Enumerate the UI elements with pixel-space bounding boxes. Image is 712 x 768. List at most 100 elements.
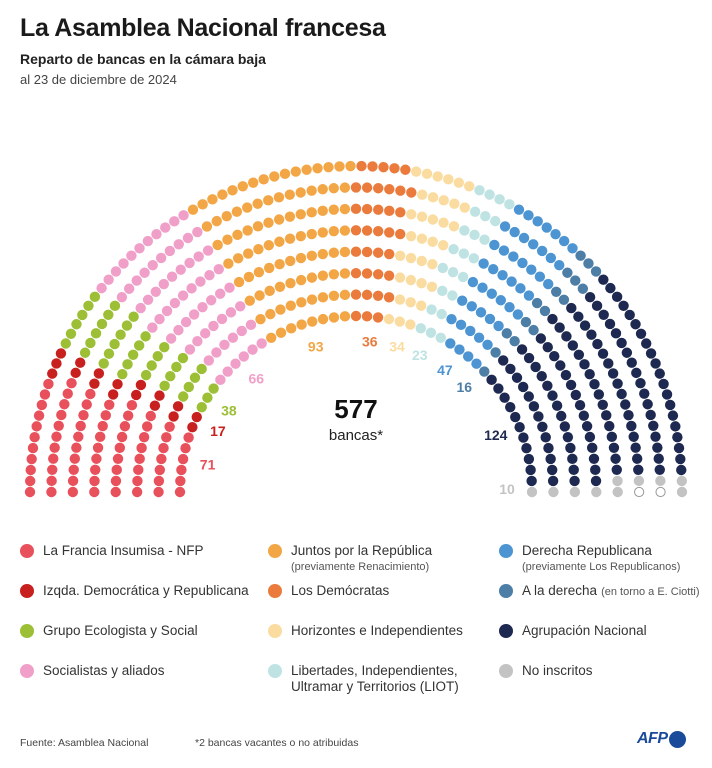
seat-9 xyxy=(583,258,594,269)
seat-10 xyxy=(616,337,627,349)
seat-4 xyxy=(295,274,307,286)
seat-9 xyxy=(562,267,573,278)
seat-10 xyxy=(664,399,676,411)
seat-4 xyxy=(266,332,277,343)
seat-8 xyxy=(457,295,468,306)
seat-2 xyxy=(121,320,133,331)
seat-2 xyxy=(152,351,163,362)
seat-4 xyxy=(201,221,213,232)
seat-5 xyxy=(395,207,406,218)
seat-10 xyxy=(592,338,603,350)
seat-10 xyxy=(568,464,579,476)
seat-4 xyxy=(222,234,233,245)
seat-1 xyxy=(89,378,100,389)
seat-5 xyxy=(372,312,384,323)
seat-0 xyxy=(43,378,54,390)
seat-5 xyxy=(350,246,362,257)
seat-3 xyxy=(211,347,222,358)
seat-4 xyxy=(295,209,306,220)
seat-5 xyxy=(372,247,384,258)
seat-0 xyxy=(110,486,121,498)
seat-0 xyxy=(119,421,131,432)
seat-4 xyxy=(339,311,351,322)
seat-4 xyxy=(221,211,232,222)
seat-9 xyxy=(590,266,602,277)
seat-8 xyxy=(498,245,510,256)
seat-10 xyxy=(546,464,558,476)
seat-8 xyxy=(509,226,520,238)
seat-3 xyxy=(180,316,192,328)
seat-4 xyxy=(317,313,329,325)
seat-count-label: 47 xyxy=(437,362,453,378)
seat-10 xyxy=(510,411,521,423)
seat-11 xyxy=(676,486,688,498)
seat-0 xyxy=(48,453,59,464)
seat-3 xyxy=(178,210,189,221)
seat-7 xyxy=(426,304,437,315)
seat-10 xyxy=(591,300,603,312)
seat-0 xyxy=(177,453,189,465)
seat-6 xyxy=(416,300,427,311)
seat-3 xyxy=(161,305,173,317)
seat-10 xyxy=(570,389,582,401)
seat-8 xyxy=(482,339,493,350)
seat-2 xyxy=(146,360,157,371)
seat-10 xyxy=(598,274,609,285)
seat-4 xyxy=(339,246,351,258)
seat-6 xyxy=(427,258,438,270)
seat-10 xyxy=(511,372,523,383)
seat-4 xyxy=(306,185,317,196)
seat-10 xyxy=(560,369,572,381)
seat-count-label: 36 xyxy=(362,334,378,350)
seat-8 xyxy=(454,344,465,355)
legend-item: Los Demócratas xyxy=(268,583,389,599)
seat-6 xyxy=(448,221,460,232)
seat-10 xyxy=(517,381,529,393)
seat-8 xyxy=(504,301,515,313)
seat-3 xyxy=(193,251,204,262)
seat-10 xyxy=(610,328,622,339)
seat-4 xyxy=(301,164,312,175)
seat-6 xyxy=(383,313,395,325)
seat-4 xyxy=(197,199,208,210)
seat-5 xyxy=(361,203,373,215)
seat-0 xyxy=(145,410,156,422)
seat-3 xyxy=(227,332,239,343)
seat-10 xyxy=(650,358,661,369)
seat-11 xyxy=(612,475,623,487)
seat-2 xyxy=(103,348,115,359)
seat-8 xyxy=(484,313,496,325)
seat-0 xyxy=(176,464,187,476)
seat-2 xyxy=(71,319,82,330)
seat-7 xyxy=(494,194,505,205)
seat-0 xyxy=(92,442,104,453)
seat-9 xyxy=(520,316,532,328)
seat-6 xyxy=(416,255,427,267)
seat-10 xyxy=(598,309,609,320)
seat-10 xyxy=(676,464,687,476)
seat-10 xyxy=(611,291,623,303)
seat-9 xyxy=(531,297,543,309)
seat-10 xyxy=(612,378,623,389)
seat-2 xyxy=(98,358,109,369)
seat-4 xyxy=(211,215,222,227)
seat-10 xyxy=(521,443,532,454)
seat-0 xyxy=(122,410,134,421)
seat-6 xyxy=(406,209,417,220)
seat-4 xyxy=(274,281,286,292)
seat-5 xyxy=(372,290,384,302)
seat-4 xyxy=(285,277,296,289)
seat-4 xyxy=(339,268,351,279)
seat-0 xyxy=(51,431,62,442)
seat-4 xyxy=(339,289,351,301)
seat-2 xyxy=(177,352,189,364)
seat-6 xyxy=(443,174,454,185)
seat-10 xyxy=(573,311,584,322)
seat-10 xyxy=(620,399,631,410)
seat-10 xyxy=(601,410,612,421)
seat-10 xyxy=(616,388,627,400)
legend-label: Agrupación Nacional xyxy=(522,623,647,638)
seat-0 xyxy=(136,442,147,454)
seat-10 xyxy=(626,357,637,368)
seat-10 xyxy=(573,349,585,360)
